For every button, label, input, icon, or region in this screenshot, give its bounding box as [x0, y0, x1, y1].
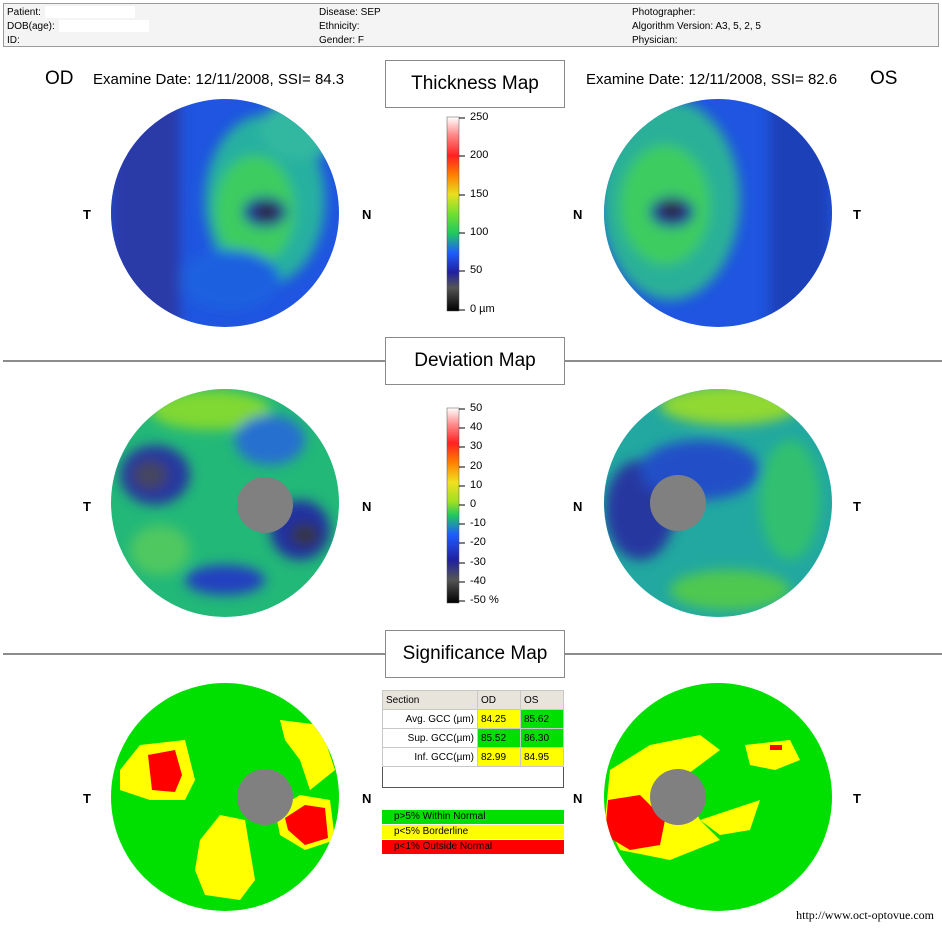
row-label: Sup. GCC(µm): [382, 728, 478, 748]
divider: [3, 360, 385, 362]
table-row: Inf. GCC(µm) 82.99 84.95: [382, 747, 564, 767]
deviation-scale-label: -20: [470, 536, 486, 548]
os-value: 86.30: [520, 728, 564, 748]
legend-borderline: p<5% Borderline: [382, 825, 564, 839]
os-eye-label: OS: [870, 68, 898, 89]
row-label: Inf. GCC(µm): [382, 747, 478, 767]
thickness-scale-label: 100: [470, 226, 489, 238]
os-temporal-marker: T: [853, 207, 861, 222]
os-nasal-marker: N: [573, 499, 583, 514]
legend-within-normal: p>5% Within Normal: [382, 810, 564, 824]
significance-map-title: Significance Map: [385, 630, 565, 678]
deviation-scale-label: -30: [470, 556, 486, 568]
thickness-scale-label: 250: [470, 111, 489, 123]
physician-field: Physician:: [632, 35, 678, 46]
gcc-section-table: Section OD OS Avg. GCC (µm) 84.25 85.62 …: [382, 690, 564, 788]
table-header-row: Section OD OS: [382, 690, 564, 710]
thickness-map-title: Thickness Map: [385, 60, 565, 108]
deviation-color-scale: [446, 407, 460, 604]
legend-outside-normal: p<1% Outside Normal: [382, 840, 564, 854]
footer-url[interactable]: http://www.oct-optovue.com: [796, 908, 934, 922]
od-thickness-map: [111, 99, 339, 327]
os-temporal-marker: T: [853, 499, 861, 514]
os-temporal-marker: T: [853, 791, 861, 806]
patient-label: Patient:: [7, 7, 41, 18]
header-os: OS: [520, 690, 564, 710]
row-label: Avg. GCC (µm): [382, 709, 478, 729]
algorithm-field: Algorithm Version: A3, 5, 2, 5: [632, 21, 761, 32]
table-row: Avg. GCC (µm) 84.25 85.62: [382, 709, 564, 729]
deviation-scale-label: 10: [470, 479, 483, 491]
od-significance-map: [111, 683, 339, 911]
thickness-scale-label: 150: [470, 188, 489, 200]
od-nasal-marker: N: [362, 791, 372, 806]
od-temporal-marker: T: [83, 207, 91, 222]
od-eye-label: OD: [45, 68, 74, 89]
scale-ticks: [459, 117, 465, 602]
deviation-scale-label: -10: [470, 517, 486, 529]
deviation-scale-label: 50: [470, 402, 483, 414]
ethnicity-field: Ethnicity:: [319, 21, 360, 32]
gender-field: Gender: F: [319, 35, 365, 46]
od-exam-info: Examine Date: 12/11/2008, SSI= 84.3: [93, 71, 345, 88]
header-section: Section: [382, 690, 478, 710]
os-significance-map: [604, 683, 832, 911]
os-nasal-marker: N: [573, 207, 583, 222]
os-nasal-marker: N: [573, 791, 583, 806]
od-nasal-marker: N: [362, 499, 372, 514]
divider: [565, 653, 942, 655]
patient-redacted: [44, 6, 135, 18]
od-value: 85.52: [477, 728, 521, 748]
disease-field: Disease: SEP: [319, 7, 381, 18]
id-label: ID:: [7, 35, 20, 46]
os-value: 84.95: [520, 747, 564, 767]
dob-redacted: [58, 20, 149, 32]
divider: [3, 653, 385, 655]
os-value: 85.62: [520, 709, 564, 729]
photographer-field: Photographer:: [632, 7, 696, 18]
thickness-scale-label: 200: [470, 149, 489, 161]
divider: [565, 360, 942, 362]
os-deviation-map: [604, 389, 832, 617]
deviation-scale-label: 30: [470, 440, 483, 452]
deviation-scale-label: -40: [470, 575, 486, 587]
deviation-scale-label: 40: [470, 421, 483, 433]
od-temporal-marker: T: [83, 499, 91, 514]
thickness-color-scale: [446, 116, 460, 312]
header-od: OD: [477, 690, 521, 710]
od-deviation-map: [111, 389, 339, 617]
dob-label: DOB(age):: [7, 21, 55, 32]
od-temporal-marker: T: [83, 791, 91, 806]
os-exam-info: Examine Date: 12/11/2008, SSI= 82.6: [586, 71, 838, 88]
table-row: Sup. GCC(µm) 85.52 86.30: [382, 728, 564, 748]
os-thickness-map: [604, 99, 832, 327]
thickness-scale-label: 50: [470, 264, 483, 276]
od-value: 82.99: [477, 747, 521, 767]
thickness-scale-label: 0 µm: [470, 303, 495, 315]
deviation-scale-label: 20: [470, 460, 483, 472]
deviation-scale-label: 0: [470, 498, 477, 510]
deviation-scale-label: -50 %: [470, 594, 499, 606]
od-value: 84.25: [477, 709, 521, 729]
deviation-map-title: Deviation Map: [385, 337, 565, 385]
od-nasal-marker: N: [362, 207, 372, 222]
table-empty-row: [383, 767, 564, 788]
patient-info-header: Patient: DOB(age): ID: Disease: SEP Ethn…: [3, 3, 939, 47]
